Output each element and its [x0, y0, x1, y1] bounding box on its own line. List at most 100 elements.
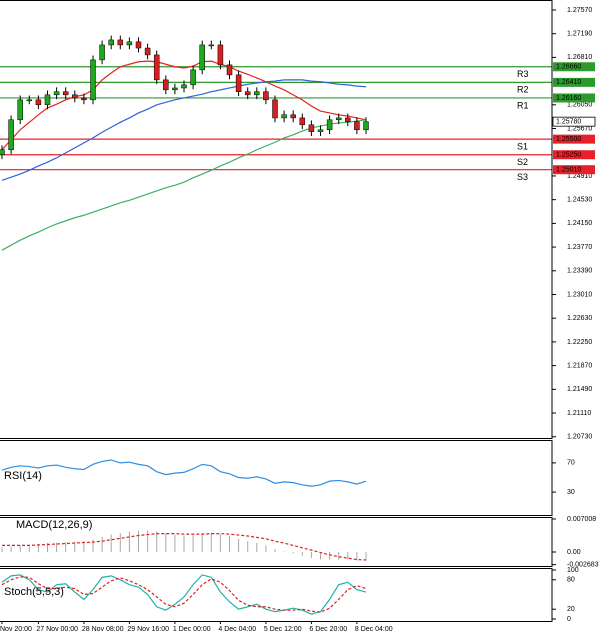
candle-body — [308, 124, 315, 132]
candle-body — [199, 44, 205, 71]
y-tick-label: 1.26050 — [567, 102, 592, 109]
indicator-line — [1, 574, 367, 615]
macd-signal — [2, 533, 367, 561]
x-tick-label: 28 Nov 08:00 — [82, 626, 124, 633]
candle-body — [44, 94, 51, 106]
y-tick-label: 1.21110 — [567, 410, 591, 417]
y-tick-label: 1.26810 — [567, 54, 592, 61]
x-tick-label: 4 Dec 04:00 — [218, 626, 256, 633]
level-price-box — [553, 165, 595, 175]
level-price-label: 1.26160 — [556, 95, 581, 102]
y-tick-label: 1.22250 — [567, 339, 592, 346]
y-tick-label: 0.00 — [567, 549, 581, 556]
y-tick-label: 1.21870 — [567, 362, 592, 369]
level-name: S2 — [517, 157, 528, 167]
candle-body — [90, 59, 96, 101]
indicator-label: Stoch(5,5,3) — [4, 586, 64, 598]
y-tick-label: 70 — [567, 460, 575, 467]
candle-body — [62, 91, 69, 96]
candle-body — [99, 44, 105, 61]
moving-average — [1, 60, 367, 151]
candle-body — [172, 87, 178, 91]
level-price-label: 1.26660 — [556, 64, 581, 71]
candle-body — [244, 91, 251, 96]
y-tick-label: 1.27570 — [567, 7, 592, 14]
candle-body — [226, 64, 233, 76]
level-price-label: 1.25250 — [556, 152, 581, 159]
level-price-label: 1.25010 — [556, 167, 581, 174]
macd-panel — [1, 530, 367, 561]
y-tick-label: 1.25670 — [567, 125, 592, 132]
y-tick-label: 1.24910 — [567, 173, 592, 180]
x-tick-label: 27 Nov 00:00 — [36, 626, 78, 633]
stoch-frame — [0, 568, 553, 622]
candle-body — [235, 74, 242, 92]
x-tick-label: 1 Dec 00:00 — [173, 626, 211, 633]
y-tick-label: 100 — [567, 567, 579, 574]
y-tick-label: 1.23390 — [567, 268, 592, 275]
rsi-panel — [1, 459, 367, 487]
indicator-label: RSI(14) — [4, 470, 42, 482]
last-price-box — [552, 116, 596, 127]
level-price-box — [553, 93, 595, 103]
y-tick-label: 30 — [567, 489, 575, 496]
candle-body — [163, 79, 169, 91]
candle-body — [326, 119, 333, 131]
candle-body — [290, 114, 296, 119]
y-tick-label: 0 — [567, 616, 571, 623]
candle-body — [335, 117, 342, 121]
candle-body — [153, 54, 160, 81]
candle-body — [135, 41, 142, 49]
level-name: S1 — [517, 142, 528, 152]
candle-body — [254, 91, 260, 96]
candle-body — [263, 91, 269, 101]
candle-body — [72, 94, 78, 99]
price-panel — [0, 35, 552, 251]
y-tick-label: 1.22630 — [567, 315, 592, 322]
y-tick-label: 1.20730 — [567, 434, 592, 441]
candle-body — [108, 39, 114, 46]
level-price-label: 1.25500 — [556, 136, 581, 143]
candle-body — [17, 99, 23, 121]
x-tick-label: 6 Dec 20:00 — [309, 626, 347, 633]
level-price-label: 1.26410 — [556, 79, 581, 86]
level-name: R2 — [517, 85, 529, 95]
candle-body — [126, 41, 133, 46]
y-tick-label: 20 — [567, 606, 575, 613]
level-price-box — [553, 62, 595, 72]
level-name: R1 — [517, 100, 529, 110]
candle-body — [299, 117, 306, 126]
candle-body — [0, 149, 5, 155]
candle-body — [8, 119, 14, 150]
y-tick-label: 1.23010 — [567, 291, 592, 298]
y-tick-label: 80 — [567, 577, 575, 584]
candle-body — [354, 121, 360, 131]
macd-frame — [0, 517, 553, 567]
x-tick-label: 29 Nov 16:00 — [127, 626, 169, 633]
candle-body — [117, 39, 124, 46]
y-tick-label: 1.23770 — [567, 244, 592, 251]
y-tick-label: 1.27190 — [567, 31, 592, 38]
candle-body — [26, 99, 33, 102]
candle-body — [208, 44, 215, 47]
price-frame — [0, 0, 553, 439]
indicator-label: MACD(12,26,9) — [16, 519, 92, 531]
y-tick-label: 1.21490 — [567, 386, 592, 393]
last-price-label: 1.25780 — [556, 119, 581, 126]
candle-body — [81, 97, 87, 101]
candle-body — [190, 69, 196, 86]
candle-body — [35, 99, 42, 106]
level-price-box — [553, 134, 595, 144]
level-price-box — [553, 150, 595, 160]
indicator-line — [1, 459, 367, 487]
candle-body — [53, 91, 60, 96]
candle-body — [317, 129, 324, 132]
stoch-panel — [1, 574, 367, 615]
rsi-frame — [0, 440, 553, 516]
level-price-box — [553, 77, 595, 87]
candle-body — [217, 44, 224, 66]
candle-body — [345, 117, 351, 122]
candle-body — [363, 121, 369, 131]
